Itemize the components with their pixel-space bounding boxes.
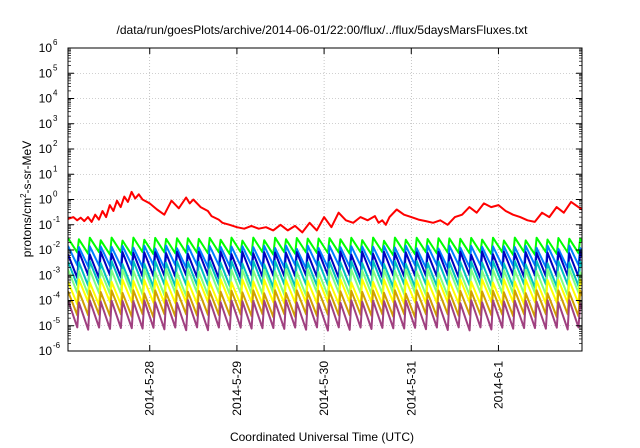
series-layer	[68, 190, 582, 332]
y-tick-label: 10 5	[39, 63, 58, 80]
y-tick-label: 10 -6	[39, 341, 61, 358]
x-tick-label: 2014-6-1	[491, 361, 505, 409]
y-axis-label-sup: 2	[19, 193, 28, 198]
y-axis-label: protons/cm2-s-sr-MeV	[19, 141, 34, 257]
y-tick-label-exp: -2	[53, 240, 61, 249]
y-tick-label-exp: 5	[53, 63, 58, 72]
y-axis-label-rest: -s-sr-MeV	[20, 141, 34, 194]
y-tick-label-base: 10	[39, 41, 53, 55]
y-axis-label-base: protons/cm	[20, 198, 34, 257]
y-tick-label: 10 0	[39, 190, 58, 207]
series-line	[68, 250, 582, 280]
x-tick-label: 2014-5-30	[317, 361, 331, 416]
grid	[68, 48, 582, 351]
y-tick-label: 10 6	[39, 38, 58, 55]
y-tick-label-base: 10	[39, 294, 53, 308]
x-axis: 2014-5-28 2014-5-29 2014-5-30 2014-5-31 2014…	[143, 48, 505, 416]
y-tick-label-exp: -5	[53, 316, 61, 325]
y-tick-label-exp: 4	[53, 89, 58, 98]
y-tick-label-exp: 3	[53, 114, 58, 123]
series-line	[68, 268, 582, 298]
y-tick-label-base: 10	[39, 92, 53, 106]
y-tick-label: 10 -3	[39, 265, 61, 282]
series-line	[68, 299, 582, 332]
y-tick-label: 10 3	[39, 114, 58, 131]
chart-title: /data/run/goesPlots/archive/2014-06-01/2…	[117, 23, 529, 37]
series-line	[68, 244, 582, 270]
y-tick-label-base: 10	[39, 268, 53, 282]
y-tick-label: 10 1	[39, 164, 58, 181]
y-tick-label: 10 -5	[39, 316, 61, 333]
x-tick-label: 2014-5-29	[230, 361, 244, 416]
y-tick-label: 10 -2	[39, 240, 61, 257]
series-line	[68, 278, 582, 307]
series-line	[68, 260, 582, 289]
y-tick-label-exp: -3	[53, 265, 61, 274]
series-line	[68, 190, 582, 234]
y-tick-label-base: 10	[39, 218, 53, 232]
y-tick-label: 10 4	[39, 89, 58, 106]
y-tick-label-base: 10	[39, 344, 53, 358]
y-tick-label-exp: 2	[53, 139, 58, 148]
y-tick-label: 10 -1	[39, 215, 61, 232]
y-tick-label-exp: 0	[53, 190, 58, 199]
y-tick-label-exp: -1	[53, 215, 61, 224]
series-line	[68, 236, 582, 257]
y-tick-label-base: 10	[39, 142, 53, 156]
y-tick-label-base: 10	[39, 117, 53, 131]
y-tick-label-base: 10	[39, 319, 53, 333]
x-axis-label: Coordinated Universal Time (UTC)	[230, 430, 414, 444]
y-tick-label: 10 2	[39, 139, 58, 156]
y-tick-label-base: 10	[39, 66, 53, 80]
y-tick-label-base: 10	[39, 243, 53, 257]
y-tick-label-exp: -6	[53, 341, 61, 350]
y-tick-label-base: 10	[39, 167, 53, 181]
x-tick-label: 2014-5-31	[404, 361, 418, 416]
y-tick-label-exp: -4	[53, 291, 61, 300]
y-tick-label-exp: 6	[53, 38, 58, 47]
y-axis: 10 -610 -510 -410 -310 -210 -110 010 110 210 310 41…	[39, 38, 582, 358]
y-tick-label-exp: 1	[53, 164, 58, 173]
y-tick-label: 10 -4	[39, 291, 61, 308]
x-tick-label: 2014-5-28	[143, 361, 157, 416]
series-line	[68, 289, 582, 319]
y-tick-label-base: 10	[39, 193, 53, 207]
